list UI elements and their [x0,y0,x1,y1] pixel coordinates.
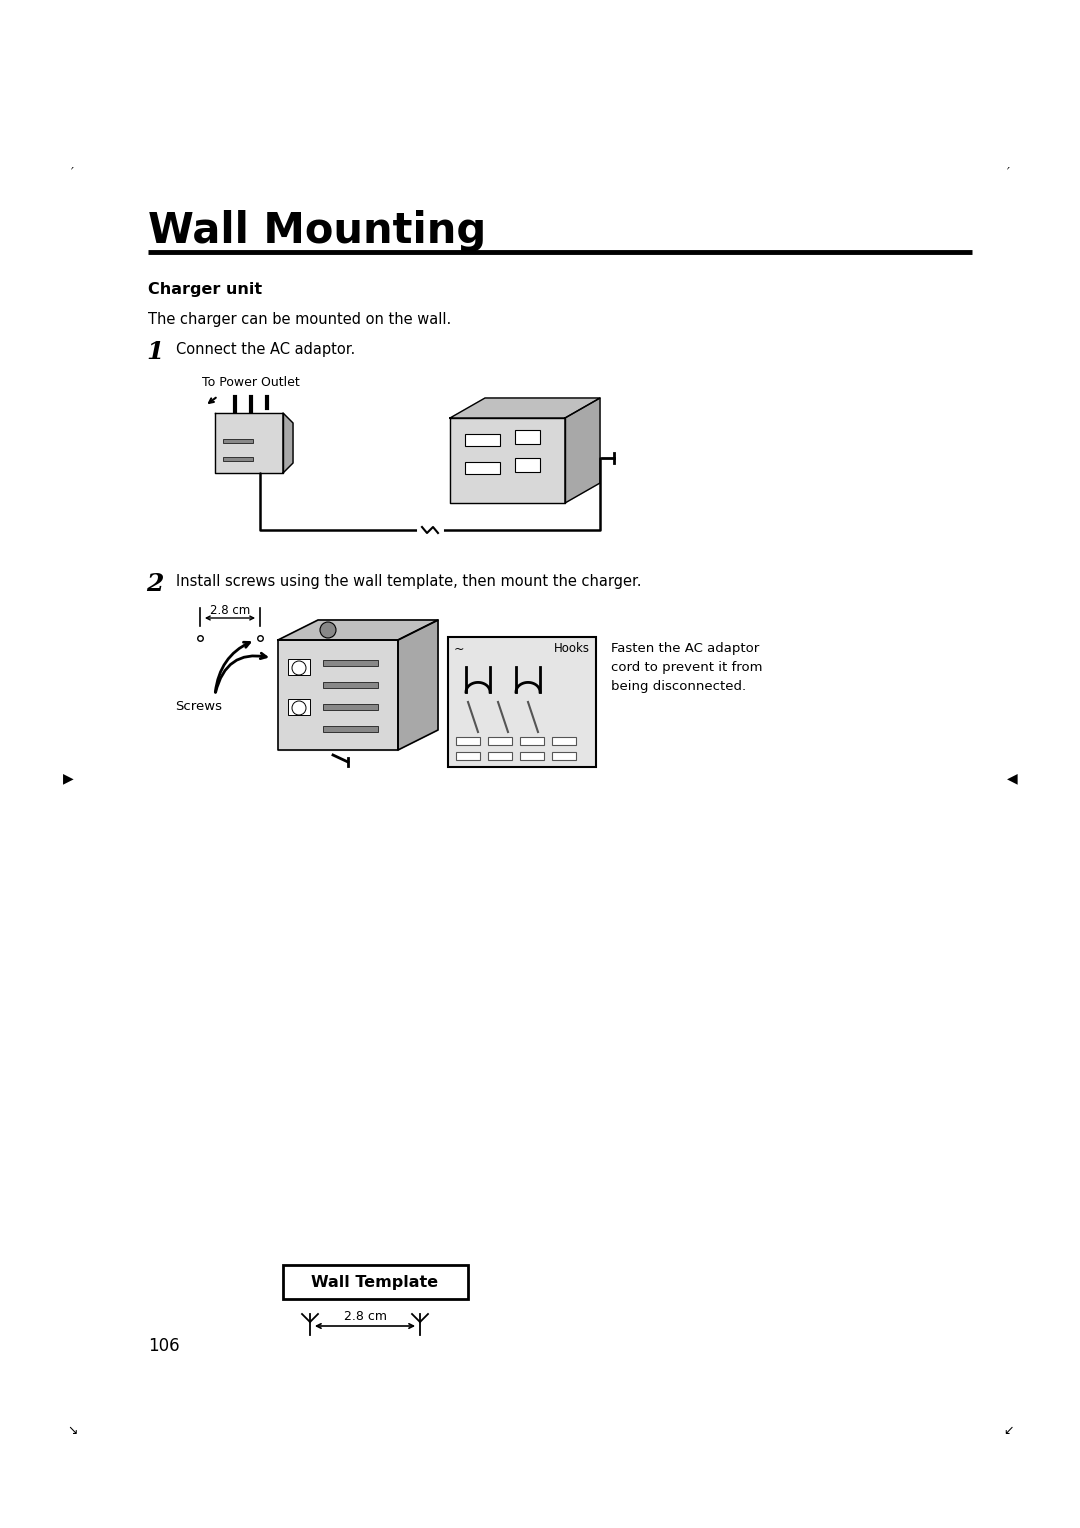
Text: ′: ′ [70,165,73,179]
Bar [519,736,544,746]
Text: 106: 106 [148,1337,179,1355]
Bar [283,1265,468,1299]
Circle shape [320,622,336,639]
Text: The charger can be mounted on the wall.: The charger can be mounted on the wall. [148,312,451,327]
Bar [222,457,253,461]
Text: 2.8 cm: 2.8 cm [210,604,251,617]
Text: To Power Outlet: To Power Outlet [202,376,300,390]
Bar [465,461,500,474]
Polygon shape [450,397,600,419]
Bar [515,429,540,445]
Text: ▶: ▶ [63,772,73,785]
Polygon shape [215,413,283,474]
Polygon shape [399,620,438,750]
Text: 2.8 cm: 2.8 cm [343,1309,387,1323]
Polygon shape [278,640,399,750]
Bar [288,698,310,715]
Text: ◀: ◀ [1007,772,1017,785]
Bar [515,458,540,472]
Bar [456,752,480,759]
Bar [519,752,544,759]
Text: Wall Mounting: Wall Mounting [148,209,486,252]
Text: Wall Template: Wall Template [311,1274,438,1290]
Bar [552,736,576,746]
Bar [552,752,576,759]
Text: 1: 1 [146,341,163,364]
Bar [323,681,378,688]
Bar [323,704,378,711]
Bar [222,439,253,443]
Text: ~: ~ [454,643,464,656]
Text: Hooks: Hooks [554,642,590,656]
Text: Charger unit: Charger unit [148,283,262,296]
Bar [465,434,500,446]
Text: Screws: Screws [175,700,222,714]
Text: ↘: ↘ [67,1424,78,1436]
Circle shape [292,662,306,675]
Bar [323,660,378,666]
Bar [448,637,596,767]
Polygon shape [283,413,293,474]
Text: Fasten the AC adaptor
cord to prevent it from
being disconnected.: Fasten the AC adaptor cord to prevent it… [611,642,762,694]
Bar [456,736,480,746]
Circle shape [292,701,306,715]
Polygon shape [450,419,565,503]
Text: 2: 2 [146,571,163,596]
Bar [288,659,310,675]
Bar [488,752,512,759]
Polygon shape [565,397,600,503]
Text: ↙: ↙ [1002,1424,1013,1436]
Bar [323,726,378,732]
Text: ′: ′ [1007,165,1010,179]
Text: Install screws using the wall template, then mount the charger.: Install screws using the wall template, … [176,575,642,588]
Text: Connect the AC adaptor.: Connect the AC adaptor. [176,342,355,358]
Bar [488,736,512,746]
Polygon shape [278,620,438,640]
